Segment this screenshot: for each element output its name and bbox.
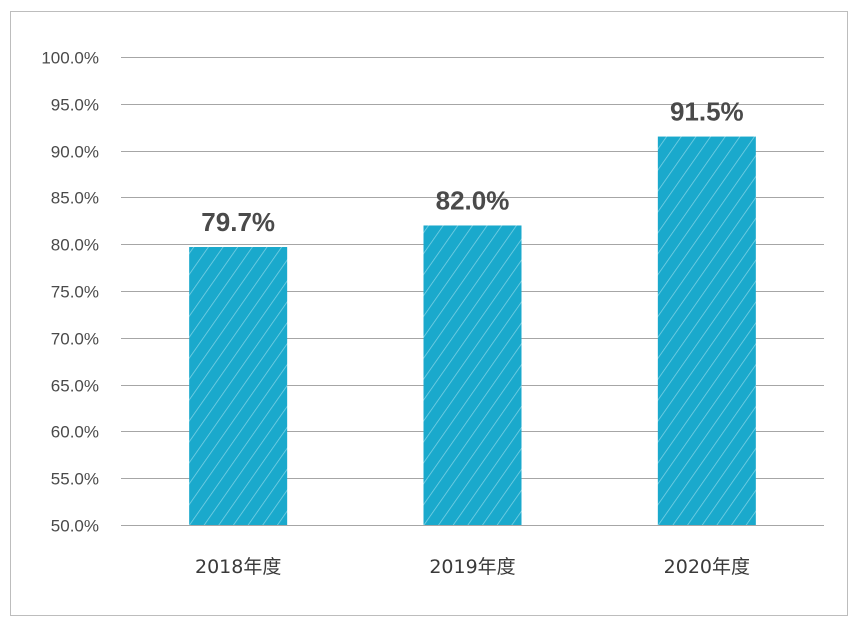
x-category-label: 2019年度 bbox=[429, 556, 515, 578]
y-tick-label: 100.0% bbox=[41, 49, 99, 68]
y-tick-label: 85.0% bbox=[51, 189, 99, 208]
y-tick-label: 95.0% bbox=[51, 96, 99, 115]
y-tick-label: 60.0% bbox=[51, 423, 99, 442]
bar bbox=[657, 136, 756, 525]
bars bbox=[189, 136, 756, 526]
bar-value-label: 79.7% bbox=[201, 207, 275, 237]
y-tick-label: 90.0% bbox=[51, 143, 99, 162]
bar-value-label: 82.0% bbox=[436, 185, 510, 215]
y-tick-label: 75.0% bbox=[51, 283, 99, 302]
bar-value-label: 91.5% bbox=[670, 97, 744, 127]
bar bbox=[423, 225, 522, 526]
y-tick-label: 70.0% bbox=[51, 330, 99, 349]
y-tick-label: 55.0% bbox=[51, 470, 99, 489]
bar bbox=[189, 247, 288, 525]
x-category-label: 2020年度 bbox=[664, 556, 750, 578]
x-category-label: 2018年度 bbox=[195, 556, 281, 578]
x-axis-category-labels: 2018年度 2019年度 2020年度 bbox=[195, 556, 750, 578]
y-axis-tick-labels: 50.0% 55.0% 60.0% 65.0% 70.0% 75.0% 80.0% 85.0%… bbox=[41, 49, 99, 536]
y-tick-label: 80.0% bbox=[51, 236, 99, 255]
data-labels: 79.7% 82.0% 91.5% bbox=[201, 97, 743, 237]
y-tick-label: 65.0% bbox=[51, 377, 99, 396]
y-tick-label: 50.0% bbox=[51, 517, 99, 536]
